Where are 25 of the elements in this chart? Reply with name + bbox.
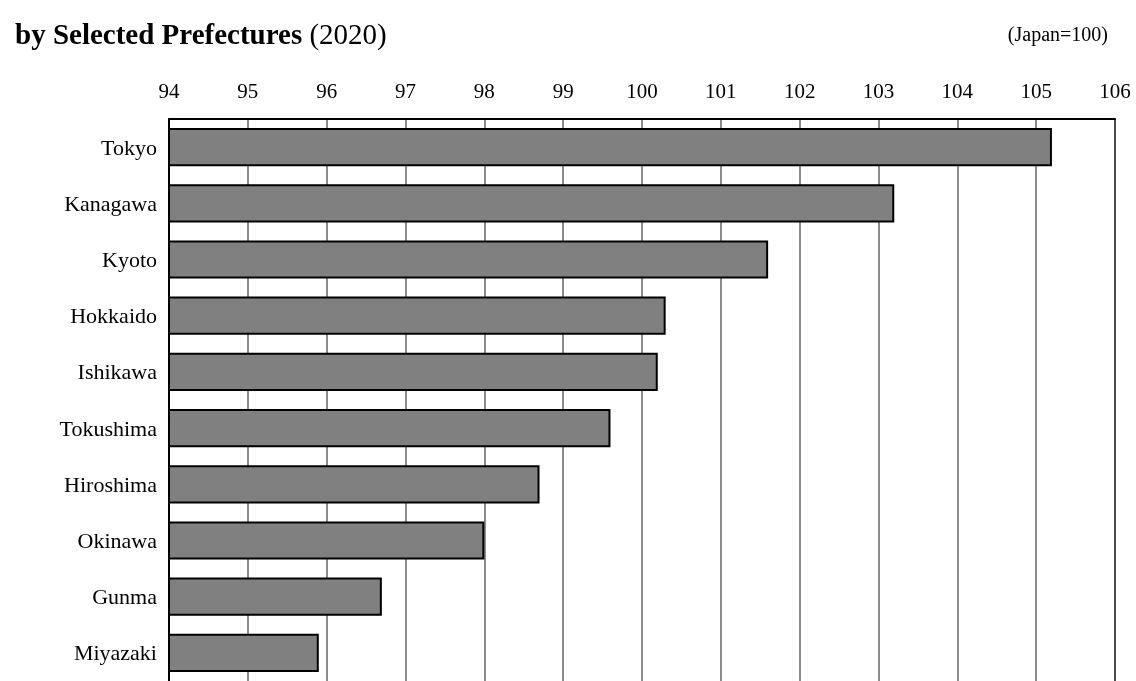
x-tick-label: 99	[552, 78, 574, 103]
x-tick-label: 106	[1099, 78, 1131, 103]
y-tick-label: Gunma	[92, 584, 158, 610]
y-tick-label: Miyazaki	[73, 640, 157, 666]
x-tick-label: 102	[783, 78, 816, 103]
y-tick-label: Hokkaido	[70, 303, 157, 329]
x-tick-label: 104	[941, 78, 974, 103]
y-tick-label: Okinawa	[77, 528, 158, 553]
y-tick-label: Tokushima	[59, 415, 158, 441]
x-tick-label: 94	[158, 78, 180, 103]
y-tick-label: Tokyo	[101, 134, 157, 160]
x-tick-label: 105	[1020, 78, 1052, 103]
y-tick-label: Hiroshima	[64, 471, 158, 497]
x-tick-label: 96	[316, 78, 338, 103]
y-tick-label: Kanagawa	[64, 190, 158, 216]
chart-title: by Selected Prefectures (2020)	[15, 17, 387, 51]
y-tick-label: Kyoto	[102, 247, 157, 272]
x-tick-label: 100	[626, 78, 658, 103]
text: (Japan=100)	[1007, 23, 1108, 46]
x-tick-label: 101	[705, 78, 737, 103]
x-tick-label: 95	[237, 78, 259, 103]
y-tick-label: Ishikawa	[77, 359, 158, 385]
x-tick-label: 97	[395, 78, 416, 103]
x-tick-label: 98	[473, 78, 495, 103]
x-tick-label: 103	[862, 78, 895, 103]
